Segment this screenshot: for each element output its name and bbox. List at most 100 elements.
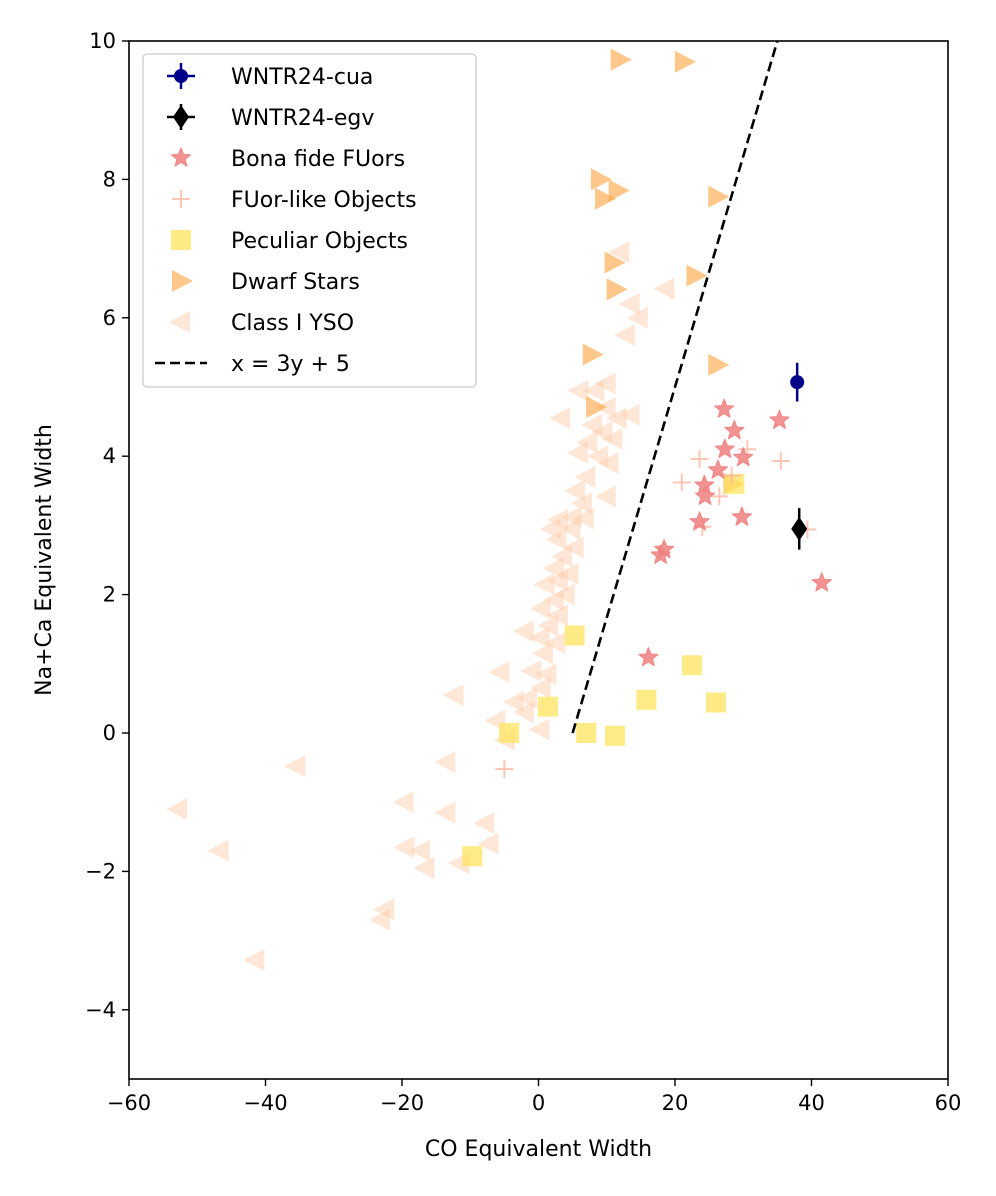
series-peculiar-objects — [462, 473, 745, 867]
data-point — [731, 506, 752, 526]
y-tick-label: 6 — [103, 306, 116, 330]
data-point — [551, 545, 573, 568]
data-point — [672, 473, 691, 492]
data-point — [586, 396, 608, 419]
data-point — [705, 692, 726, 713]
data-point — [708, 185, 730, 208]
data-point — [529, 597, 551, 620]
data-point — [528, 718, 550, 741]
data-point — [707, 459, 729, 479]
data-point — [572, 507, 594, 530]
legend-label: WNTR24-cua — [231, 65, 373, 90]
legend-marker — [172, 190, 190, 208]
data-point — [567, 379, 589, 402]
x-axis-label: CO Equivalent Width — [425, 1137, 652, 1162]
data-point — [520, 659, 542, 682]
x-tick-label: −40 — [243, 1091, 287, 1115]
data-point — [595, 187, 617, 210]
legend-marker — [171, 230, 191, 250]
data-point — [512, 620, 534, 643]
data-point — [409, 839, 431, 862]
data-point — [576, 431, 598, 454]
data-point — [546, 569, 568, 592]
legend-label: x = 3y + 5 — [231, 352, 350, 377]
data-point — [608, 241, 630, 264]
data-point — [434, 801, 456, 824]
data-point — [608, 179, 630, 202]
y-tick-label: 2 — [103, 583, 116, 607]
data-point — [771, 452, 790, 471]
data-point — [710, 487, 729, 506]
legend-marker — [173, 105, 189, 129]
y-tick-label: 10 — [89, 29, 116, 53]
x-tick-label: 60 — [935, 1091, 962, 1115]
data-point — [811, 572, 832, 592]
legend-label: Class I YSO — [231, 311, 354, 336]
data-point — [549, 407, 571, 430]
data-point — [538, 696, 559, 717]
series-bona-fide-fuors — [638, 398, 832, 667]
x-tick-label: 20 — [662, 1091, 689, 1115]
data-point — [564, 625, 585, 646]
data-point — [626, 306, 648, 329]
data-point — [393, 836, 415, 859]
data-point — [690, 449, 709, 468]
data-point — [557, 562, 579, 585]
legend-box — [142, 53, 477, 388]
legend-label: WNTR24-egv — [231, 106, 374, 131]
y-tick-label: 8 — [103, 167, 116, 191]
series-wntr24-cua — [790, 362, 805, 402]
series-wntr24-egv — [791, 508, 808, 550]
data-point — [553, 583, 575, 606]
data-point — [610, 48, 632, 71]
data-point — [708, 353, 730, 376]
data-point — [495, 759, 514, 778]
data-marks — [166, 40, 832, 971]
data-point — [434, 751, 456, 774]
legend-marker — [172, 270, 193, 292]
data-point — [166, 798, 188, 821]
data-point — [686, 264, 708, 287]
data-point — [462, 846, 483, 867]
legend-entry: Peculiar Objects — [171, 229, 408, 254]
data-point — [531, 642, 553, 665]
data-point — [583, 379, 605, 402]
data-point — [597, 452, 619, 475]
legend-entry: x = 3y + 5 — [155, 352, 350, 377]
legend-entry: WNTR24-cua — [167, 63, 373, 90]
series-dwarf-stars — [582, 48, 745, 495]
data-point — [207, 839, 229, 862]
data-point — [564, 479, 586, 502]
data-point — [590, 168, 612, 191]
y-tick-label: −2 — [85, 859, 116, 883]
data-point — [392, 791, 414, 814]
legend-entry: Dwarf Stars — [172, 270, 360, 295]
legend-entry: Class I YSO — [169, 311, 354, 336]
legend-label: FUor-like Objects — [231, 188, 417, 213]
legend-label: Dwarf Stars — [231, 270, 360, 295]
y-tick-label: −4 — [85, 998, 116, 1022]
reference-line — [571, 40, 779, 734]
data-point — [618, 292, 640, 315]
data-point — [533, 573, 555, 596]
data-point — [613, 324, 635, 347]
data-point — [694, 485, 716, 506]
data-point — [542, 589, 564, 612]
data-point — [488, 661, 510, 684]
data-point — [724, 473, 745, 494]
data-point — [605, 407, 627, 430]
data-point — [574, 465, 596, 488]
data-point — [537, 614, 559, 637]
x-tick-label: 40 — [798, 1091, 825, 1115]
data-point — [606, 278, 628, 301]
data-point — [576, 723, 597, 743]
data-point — [442, 683, 464, 706]
data-point — [653, 277, 675, 300]
data-point — [566, 441, 588, 464]
y-tick-label: 0 — [103, 721, 116, 745]
data-point — [581, 414, 603, 437]
data-point — [546, 604, 568, 627]
data-point — [604, 251, 626, 274]
